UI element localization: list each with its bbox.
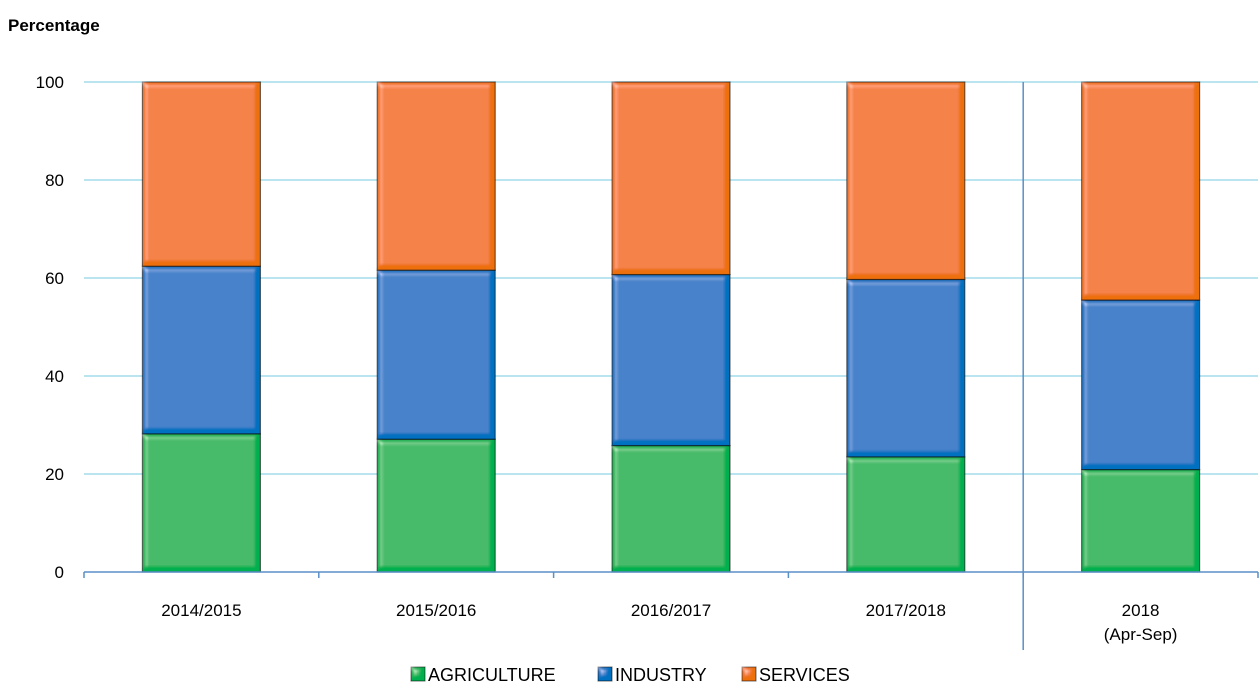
y-tick-label: 40 (45, 367, 64, 386)
legend-item-services: SERVICES (741, 665, 850, 685)
series-agriculture (141, 433, 1201, 573)
legend-swatch (741, 666, 757, 682)
legend-label: INDUSTRY (615, 665, 707, 685)
series-industry (141, 265, 1201, 471)
legend-swatch (410, 666, 426, 682)
y-tick-label: 0 (55, 563, 64, 582)
bar-industry (1080, 299, 1201, 471)
legend-item-industry: INDUSTRY (597, 665, 707, 685)
x-tick-label: 2017/2018 (866, 601, 946, 620)
bar-agriculture (1080, 468, 1201, 573)
bar-agriculture (141, 433, 261, 573)
y-axis-ticks: 0 20 40 60 80 100 (36, 73, 64, 582)
bar-services (1080, 81, 1201, 301)
x-tick-label: (Apr-Sep) (1104, 625, 1178, 644)
bar-industry (141, 265, 261, 435)
legend-swatch (597, 666, 613, 682)
y-tick-label: 60 (45, 269, 64, 288)
legend-label: SERVICES (759, 665, 850, 685)
x-tick-label: 2014/2015 (161, 601, 241, 620)
bar-services (141, 81, 261, 267)
series-services (141, 81, 1201, 301)
bar-agriculture (611, 444, 731, 573)
y-tick-label: 100 (36, 73, 64, 92)
x-tick-label: 2018 (1122, 601, 1160, 620)
y-axis-label: Percentage (8, 16, 100, 35)
bar-agriculture (846, 456, 966, 573)
x-axis (83, 82, 1259, 650)
bar-industry (376, 269, 496, 440)
x-axis-tick-labels: 2014/2015 2015/2016 2016/2017 2017/2018 2018… (161, 601, 1177, 644)
bar-services (611, 81, 731, 276)
bar-agriculture (376, 438, 496, 573)
bar-series (141, 81, 1201, 573)
legend: AGRICULTURE INDUSTRY SERVICES (410, 665, 850, 685)
y-tick-label: 80 (45, 171, 64, 190)
legend-item-agriculture: AGRICULTURE (410, 665, 556, 685)
x-tick-label: 2015/2016 (396, 601, 476, 620)
bar-services (846, 81, 966, 281)
bar-industry (611, 273, 731, 447)
bar-industry (846, 278, 966, 458)
x-tick-label: 2016/2017 (631, 601, 711, 620)
y-tick-label: 20 (45, 465, 64, 484)
bar-services (376, 81, 496, 271)
legend-label: AGRICULTURE (428, 665, 556, 685)
